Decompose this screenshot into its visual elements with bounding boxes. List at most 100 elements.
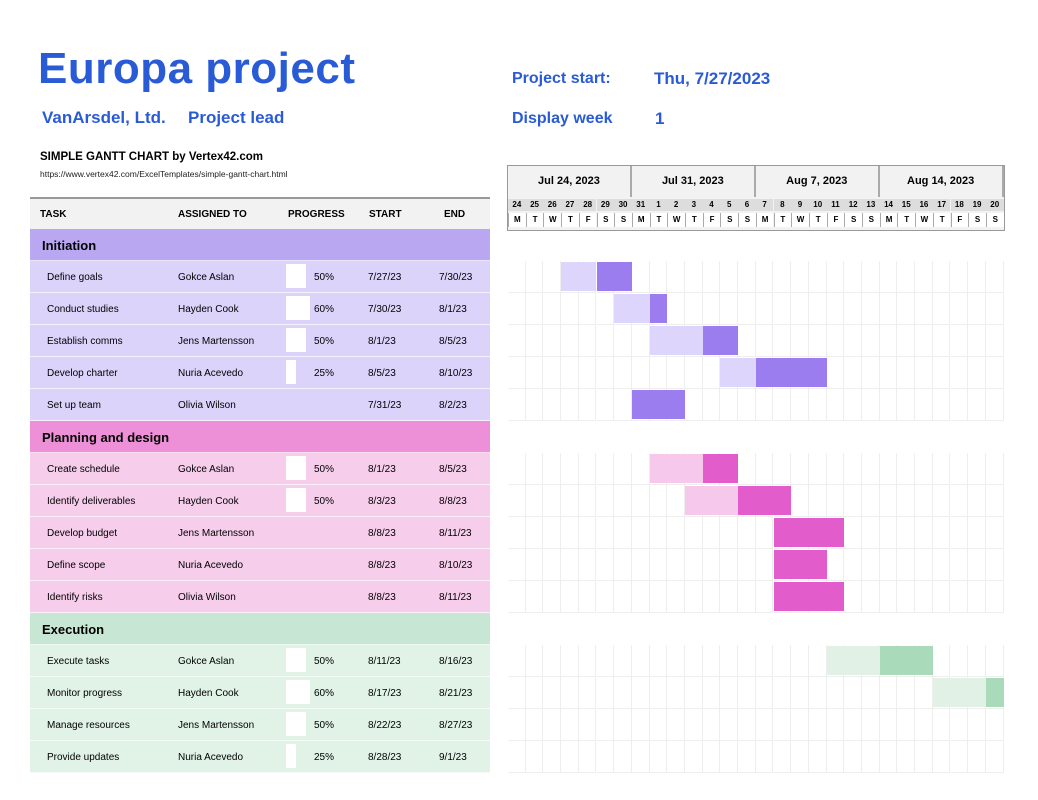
- task-row[interactable]: Develop charter Nuria Acevedo 25% 8/5/23 8/1…: [30, 357, 490, 389]
- task-row[interactable]: Define scope Nuria Acevedo 8/8/23 8/10/23: [30, 549, 490, 581]
- progress-cell[interactable]: 50%: [286, 264, 334, 288]
- timeline-header: Jul 24, 2023 Jul 31, 2023 Aug 7, 2023 Aug 1…: [507, 165, 1005, 231]
- day-number: 11: [826, 199, 845, 211]
- task-row[interactable]: Provide updates Nuria Acevedo 25% 8/28/23 9/…: [30, 741, 490, 773]
- task-row[interactable]: Develop budget Jens Martensson 8/8/23 8/11/…: [30, 517, 490, 549]
- assigned-to: Jens Martensson: [178, 336, 255, 347]
- grid-cell: [631, 709, 650, 741]
- grid-cell: [543, 677, 562, 709]
- task-bar[interactable]: [773, 582, 845, 611]
- grid-cell: [667, 549, 685, 581]
- task-bar[interactable]: [773, 518, 845, 547]
- template-url[interactable]: https://www.vertex42.com/ExcelTemplates/…: [40, 169, 288, 179]
- day-letter: T: [932, 213, 951, 227]
- task-row[interactable]: Identify deliverables Hayden Cook 50% 8/3/2…: [30, 485, 490, 517]
- grid-cell: [631, 325, 650, 357]
- task-row[interactable]: Create schedule Gokce Aslan 50% 8/1/23 8/5/2…: [30, 453, 490, 485]
- task-bar-progress[interactable]: [561, 262, 597, 291]
- task-row[interactable]: Identify risks Olivia Wilson 8/8/23 8/11/23: [30, 581, 490, 613]
- grid-cell: [950, 389, 969, 421]
- grid-cell: [543, 741, 562, 773]
- project-start-value[interactable]: Thu, 7/27/2023: [654, 69, 771, 88]
- task-bar-progress[interactable]: [720, 358, 756, 387]
- section-header[interactable]: Planning and design: [30, 421, 490, 453]
- progress-cell[interactable]: 50%: [286, 488, 334, 512]
- grid-cell: [755, 517, 774, 549]
- task-row[interactable]: Execute tasks Gokce Aslan 50% 8/11/23 8/16/2…: [30, 645, 490, 677]
- grid-cell: [808, 709, 827, 741]
- day-letter: F: [702, 213, 721, 227]
- grid-cell: [508, 549, 526, 581]
- task-bar[interactable]: [631, 390, 685, 419]
- grid-cell: [950, 453, 969, 485]
- day-letter: F: [950, 213, 969, 227]
- task-bar-progress[interactable]: [649, 454, 703, 483]
- grid-cell: [915, 453, 933, 485]
- grid-cell: [631, 261, 650, 293]
- task-row[interactable]: Manage resources Jens Martensson 50% 8/22/2…: [30, 709, 490, 741]
- task-row[interactable]: Conduct studies Hayden Cook 60% 7/30/23 8/1/…: [30, 293, 490, 325]
- grid-cell: [808, 325, 827, 357]
- grid-cell: [631, 549, 650, 581]
- task-bar[interactable]: [649, 294, 668, 323]
- task-bar[interactable]: [596, 262, 632, 291]
- progress-cell[interactable]: 25%: [286, 744, 334, 768]
- progress-cell[interactable]: 60%: [286, 296, 334, 320]
- grid-cell: [755, 261, 774, 293]
- task-row[interactable]: Monitor progress Hayden Cook 60% 8/17/23 8/2…: [30, 677, 490, 709]
- company-name[interactable]: VanArsdel, Ltd.: [42, 108, 166, 127]
- section-header[interactable]: Initiation: [30, 229, 490, 261]
- task-bar[interactable]: [755, 358, 827, 387]
- progress-cell[interactable]: 25%: [286, 360, 334, 384]
- grid-cell: [561, 549, 579, 581]
- progress-cell[interactable]: 50%: [286, 648, 334, 672]
- task-bar[interactable]: [879, 646, 933, 675]
- progress-fill: [286, 360, 296, 384]
- grid-cell: [543, 325, 562, 357]
- section-header[interactable]: Execution: [30, 613, 490, 645]
- display-week-value[interactable]: 1: [655, 109, 665, 128]
- grid-cell: [578, 485, 597, 517]
- task-bar-progress[interactable]: [614, 294, 650, 323]
- day-letter: S: [738, 213, 756, 227]
- grid-cell: [578, 293, 597, 325]
- grid-cell: [968, 453, 986, 485]
- grid-cell: [561, 709, 579, 741]
- grid-cell: [685, 517, 703, 549]
- task-row[interactable]: Establish comms Jens Martensson 50% 8/1/23 8…: [30, 325, 490, 357]
- grid-cell: [897, 581, 916, 613]
- progress-cell[interactable]: 60%: [286, 680, 334, 704]
- grid-cell: [879, 453, 898, 485]
- task-row[interactable]: Define goals Gokce Aslan 50% 7/27/23 7/30/23: [30, 261, 490, 293]
- grid-cell: [915, 677, 933, 709]
- assigned-to: Hayden Cook: [178, 496, 239, 507]
- progress-cell[interactable]: 50%: [286, 456, 334, 480]
- day-letter: F: [578, 213, 597, 227]
- grid-cell: [879, 581, 898, 613]
- progress-cell[interactable]: 50%: [286, 712, 334, 736]
- task-bar-progress[interactable]: [932, 678, 986, 707]
- grid-cell: [702, 709, 721, 741]
- project-lead[interactable]: Project lead: [188, 108, 285, 127]
- progress-fill: [286, 456, 306, 480]
- end-date: 8/21/23: [439, 688, 473, 699]
- task-bar[interactable]: [773, 550, 827, 579]
- grid-cell: [862, 741, 880, 773]
- grid-cell: [508, 581, 526, 613]
- progress-cell[interactable]: 50%: [286, 328, 334, 352]
- task-bar-progress[interactable]: [649, 326, 703, 355]
- task-bar-progress[interactable]: [826, 646, 880, 675]
- grid-cell: [985, 517, 1004, 549]
- task-bar[interactable]: [985, 678, 1004, 707]
- day-number: 2: [667, 199, 685, 211]
- task-bar[interactable]: [738, 486, 792, 515]
- grid-cell: [561, 517, 579, 549]
- task-name: Identify risks: [47, 592, 103, 603]
- start-date: 8/8/23: [368, 560, 396, 571]
- task-bar[interactable]: [702, 326, 739, 355]
- task-row[interactable]: Set up team Olivia Wilson 7/31/23 8/2/23: [30, 389, 490, 421]
- task-bar-progress[interactable]: [685, 486, 739, 515]
- task-bar[interactable]: [702, 454, 739, 483]
- day-number: 10: [808, 199, 827, 211]
- grid-cell: [862, 517, 880, 549]
